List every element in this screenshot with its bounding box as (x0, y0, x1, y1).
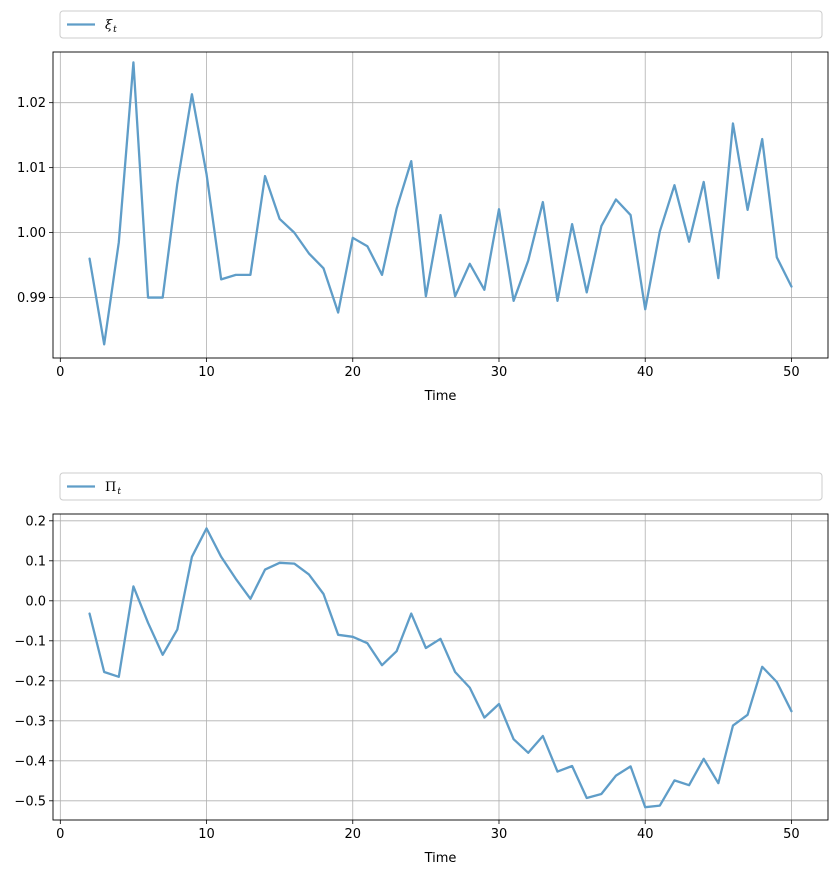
legend-label-symbol: ξ (105, 18, 113, 33)
x-tick-label: 20 (344, 365, 361, 380)
x-tick-label: 10 (198, 827, 215, 842)
x-tick-label: 40 (637, 827, 654, 842)
x-tick-label: 0 (56, 827, 64, 842)
chart-panel-1: 0 10 20 30 40 50 0.99 1.00 1.01 1.02 Time ξt (17, 10, 829, 404)
y-tick-label: 1.00 (17, 226, 46, 241)
legend-box (59, 10, 823, 39)
y-tick-label: 1.01 (17, 161, 46, 176)
x-tick-label: 30 (491, 365, 508, 380)
chart-panel-2: 0 10 20 30 40 50 0.2 0.1 0.0 −0.1 −0.2 −0.3 −0.4 −0.5… (14, 472, 829, 866)
legend-box (59, 472, 823, 501)
plot-frame (52, 513, 829, 821)
x-tick-label: 20 (344, 827, 361, 842)
series-line (88, 527, 793, 809)
x-tick-label: 50 (783, 365, 800, 380)
x-tick-label: 30 (491, 827, 508, 842)
y-tick-label: −0.5 (14, 794, 46, 809)
x-tick-label: 50 (783, 827, 800, 842)
legend-label-symbol: Π (105, 480, 116, 495)
plot-frame (52, 51, 829, 359)
y-tick-label: 0.0 (25, 594, 46, 609)
legend-label-subscript: t (117, 487, 121, 497)
legend: Πt (59, 472, 823, 501)
y-tick-label: 0.1 (25, 554, 46, 569)
y-tick-label: −0.3 (14, 714, 46, 729)
legend-label-subscript: t (113, 25, 117, 35)
legend-label: Πt (105, 480, 121, 497)
y-tick-label: 0.99 (17, 291, 46, 306)
y-tick-label: 1.02 (17, 96, 46, 111)
legend-label: ξt (105, 18, 117, 35)
x-axis-label: Time (424, 851, 457, 866)
y-tick-label: −0.1 (14, 634, 46, 649)
legend: ξt (59, 10, 823, 39)
x-tick-label: 0 (56, 365, 64, 380)
y-tick-label: 0.2 (25, 514, 46, 529)
x-tick-label: 40 (637, 365, 654, 380)
x-tick-label: 10 (198, 365, 215, 380)
y-tick-label: −0.4 (14, 754, 46, 769)
series-line (88, 61, 793, 346)
y-tick-label: −0.2 (14, 674, 46, 689)
x-axis-label: Time (424, 389, 457, 404)
